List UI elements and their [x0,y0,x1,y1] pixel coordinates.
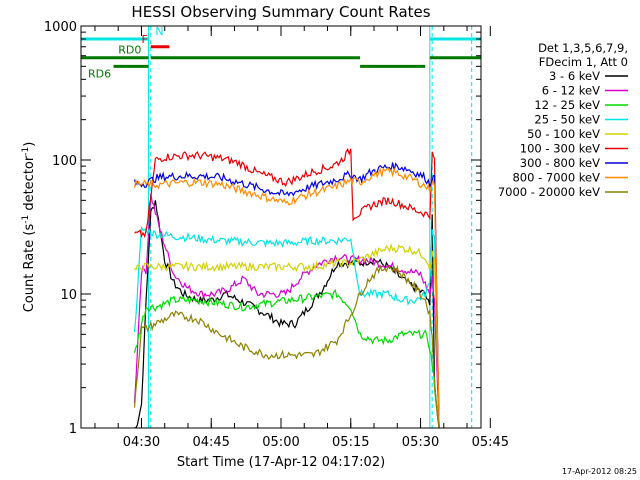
series-line-7 [133,162,440,429]
legend-label-9: 7000 - 20000 keV [498,185,600,199]
series-line-9 [133,264,440,429]
state-label-f: F [141,33,147,46]
legend-label-7: 300 - 800 keV [520,156,600,170]
x-tick-label-5: 05:45 [472,435,509,450]
timestamp: 17-Apr-2012 08:25 [562,467,637,476]
series-line-6 [134,147,440,429]
legend-label-8: 800 - 7000 keV [512,171,600,185]
y-tick-label-0: 1 [69,422,77,437]
legend-label-6: 100 - 300 keV [520,142,600,156]
state-label-rd0: RD0 [118,44,141,57]
chart-title: HESSI Observing Summary Count Rates [131,3,430,21]
legend-label-2: 6 - 12 keV [542,84,600,98]
legend-header-line-2: FDecim 1, Att 0 [539,55,628,69]
x-tick-label-3: 05:15 [332,435,369,450]
x-tick-label-2: 05:00 [262,435,299,450]
legend-label-3: 12 - 25 keV [534,98,600,112]
x-tick-label-1: 04:45 [192,435,229,450]
state-label-rd6: RD6 [88,67,111,80]
series-line-5 [134,242,440,429]
y-tick-label-1: 10 [60,288,77,303]
legend-header-line-1: Det 1,3,5,6,7,9, [538,41,628,55]
x-axis-label: Start Time (17-Apr-12 04:17:02) [177,455,385,470]
y-axis-label: Count Rate (s-1 detector-1) [21,142,37,313]
series-line-2 [133,193,440,429]
legend-label-5: 50 - 100 keV [527,127,600,141]
legend: Det 1,3,5,6,7,9, FDecim 1, Att 0 3 - 6 k… [498,41,628,199]
series-line-8 [133,166,440,429]
series-line-1 [134,200,440,429]
y-axis: 1 10 100 1000 [44,20,481,437]
legend-label-1: 3 - 6 keV [549,69,600,83]
x-axis: 04:30 04:45 05:00 05:15 05:30 05:45 [94,26,509,450]
series-line-3 [133,288,440,429]
x-tick-label-0: 04:30 [123,435,160,450]
y-tick-label-2: 100 [52,154,77,169]
x-tick-label-4: 05:30 [402,435,439,450]
state-label-n: N [155,25,163,38]
y-tick-label-3: 1000 [44,20,77,35]
series-line-4 [133,225,440,429]
legend-label-4: 25 - 50 keV [534,113,600,127]
